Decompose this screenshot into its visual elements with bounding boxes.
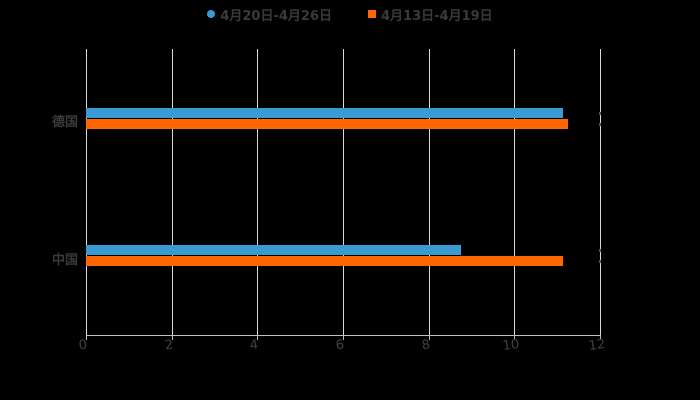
x-tick: [343, 335, 344, 340]
x-tick-label: 8: [420, 337, 431, 354]
data-label-marker: [599, 260, 601, 263]
bar-china-series-2[interactable]: [86, 256, 564, 266]
gridline: [514, 49, 516, 335]
legend-square-icon: [368, 10, 376, 18]
legend-item-series-2[interactable]: 4月13日-4月19日: [368, 5, 493, 24]
legend-item-series-1[interactable]: 4月20日-4月26日: [207, 5, 332, 24]
bar-germany-series-2[interactable]: [86, 119, 568, 129]
x-tick: [257, 335, 259, 340]
category-label-germany: 德国: [51, 115, 78, 130]
x-tick: [514, 335, 516, 340]
bar-germany-series-1[interactable]: [86, 108, 564, 118]
legend-label: 4月13日-4月19日: [381, 8, 493, 24]
x-tick-label: 2: [163, 337, 174, 354]
gridline: [257, 49, 259, 335]
bar-china-series-1[interactable]: [86, 245, 462, 255]
data-label-marker: [599, 249, 601, 252]
data-label-marker: [599, 112, 601, 115]
x-tick-label: 12: [587, 336, 607, 355]
gridline: [86, 49, 87, 335]
legend-label: 4月20日-4月26日: [220, 8, 332, 24]
data-label-marker: [599, 123, 601, 126]
chart-legend: 4月20日-4月26日 4月13日-4月19日: [0, 5, 700, 24]
x-tick: [171, 335, 173, 340]
x-tick: [428, 335, 430, 340]
gridline: [171, 49, 173, 335]
x-tick-label: 10: [502, 336, 521, 355]
legend-circle-icon: [207, 10, 216, 18]
gridline: [428, 49, 430, 335]
x-tick: [86, 335, 87, 340]
gridline: [600, 49, 601, 335]
plot-area: [86, 49, 601, 335]
category-label-china: 中国: [51, 253, 78, 268]
gridline: [343, 49, 344, 335]
x-tick: [600, 335, 601, 340]
